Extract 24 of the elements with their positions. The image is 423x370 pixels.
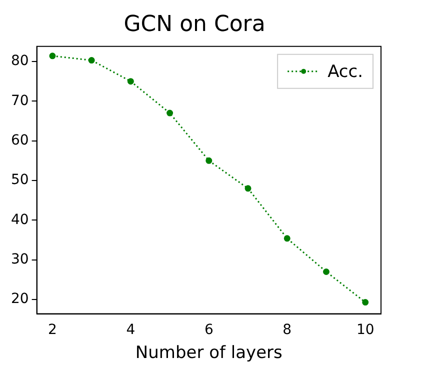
chart-title: GCN on Cora [124, 12, 266, 37]
legend-label: Acc. [328, 62, 364, 82]
y-tick-label: 60 [10, 132, 29, 148]
x-tick-label: 6 [204, 322, 214, 338]
y-tick-label: 80 [10, 53, 29, 70]
x-tick-label: 10 [356, 322, 374, 338]
y-tick-label: 40 [10, 212, 29, 228]
x-tick-label: 8 [282, 322, 292, 338]
point [244, 185, 252, 192]
point [284, 235, 290, 242]
x-tick-label: 2 [48, 322, 57, 338]
y-tick-label: 70 [10, 92, 29, 109]
y-tick-label: 50 [10, 172, 29, 188]
point [127, 78, 134, 85]
point [49, 52, 56, 60]
point [206, 157, 212, 164]
x-axis-title: Number of layers [135, 343, 283, 364]
y-tick-label: 30 [10, 251, 29, 268]
point [362, 299, 369, 306]
point [322, 268, 330, 275]
x-tick-label: 4 [126, 322, 136, 338]
point [166, 110, 174, 116]
y-tick-label: 20 [10, 291, 29, 308]
point [88, 57, 95, 64]
